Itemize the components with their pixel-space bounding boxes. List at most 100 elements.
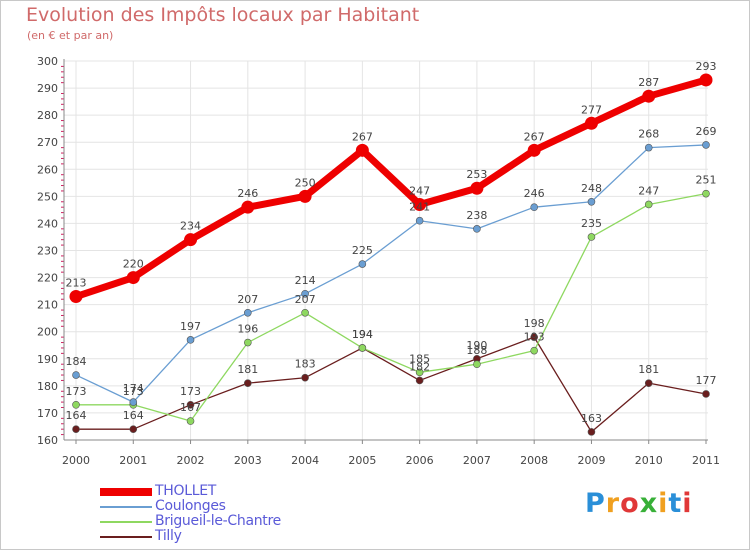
- data-label: 185: [409, 352, 430, 365]
- y-tick-label: 250: [37, 190, 58, 203]
- data-label: 163: [581, 412, 602, 425]
- data-label: 269: [696, 125, 717, 138]
- y-tick-label: 300: [37, 55, 58, 68]
- legend-swatch: [100, 536, 152, 538]
- data-label: 196: [237, 323, 258, 336]
- data-point: [241, 200, 255, 214]
- logo-letter: i: [658, 488, 669, 519]
- data-point: [126, 271, 140, 285]
- data-label: 197: [180, 320, 201, 333]
- data-label: 182: [409, 360, 430, 373]
- legend-label: Tilly: [155, 528, 182, 544]
- x-tick-label: 2009: [577, 454, 605, 467]
- data-point: [355, 143, 369, 157]
- data-label: 247: [638, 184, 659, 197]
- data-point: [301, 290, 309, 298]
- data-point: [642, 89, 656, 103]
- data-label: 238: [466, 209, 487, 222]
- data-label: 225: [352, 244, 373, 257]
- legend-label: Brigueil-le-Chantre: [155, 513, 281, 529]
- y-tick-label: 160: [37, 434, 58, 447]
- data-point: [644, 200, 653, 209]
- data-point: [72, 401, 80, 409]
- y-tick-label: 220: [37, 272, 58, 285]
- data-point: [301, 308, 309, 317]
- series-line-brigueil-le-chantre: [76, 193, 707, 422]
- data-label: 251: [696, 174, 717, 187]
- series-line-tilly: [76, 336, 707, 433]
- data-point: [644, 143, 653, 152]
- data-label: 246: [524, 187, 545, 200]
- x-tick-label: 2007: [463, 454, 491, 467]
- data-point: [413, 197, 427, 211]
- data-point: [244, 338, 252, 347]
- data-point: [244, 308, 252, 317]
- data-point: [301, 373, 309, 382]
- data-point: [244, 379, 252, 387]
- data-label: 164: [123, 409, 144, 422]
- data-point: [184, 233, 198, 247]
- proxiti-logo: Proxiti: [585, 488, 693, 519]
- data-point: [129, 398, 138, 406]
- y-tick-label: 200: [37, 326, 58, 339]
- data-label: 207: [237, 293, 258, 306]
- data-label: 268: [638, 128, 659, 141]
- data-point: [358, 260, 367, 268]
- x-tick-label: 2010: [635, 454, 663, 467]
- data-point: [530, 346, 538, 355]
- data-point: [699, 73, 713, 87]
- legend-swatch: [100, 506, 152, 508]
- data-label: 198: [524, 317, 545, 330]
- x-tick-label: 2004: [291, 454, 319, 467]
- data-label: 235: [581, 217, 602, 230]
- data-point: [530, 333, 538, 341]
- data-label: 248: [581, 182, 602, 195]
- x-tick-label: 2003: [234, 454, 262, 467]
- data-point: [702, 141, 710, 149]
- y-tick-label: 210: [37, 299, 58, 312]
- data-label: 287: [638, 76, 659, 89]
- data-label: 194: [352, 328, 373, 341]
- logo-letter: t: [668, 488, 683, 519]
- x-tick-label: 2011: [692, 454, 720, 467]
- data-point: [702, 390, 710, 398]
- data-label: 207: [295, 293, 316, 306]
- data-label: 164: [66, 409, 87, 422]
- data-point: [69, 290, 83, 304]
- series-line-coulonges: [75, 144, 707, 403]
- data-point: [473, 360, 481, 369]
- data-label: 246: [237, 187, 258, 200]
- data-label: 267: [352, 130, 373, 143]
- y-tick-label: 180: [37, 380, 58, 393]
- y-tick-label: 270: [37, 136, 58, 149]
- y-tick-label: 280: [37, 109, 58, 122]
- data-point: [72, 425, 80, 433]
- data-label: 220: [123, 258, 144, 271]
- data-label: 173: [123, 385, 144, 398]
- y-tick-label: 190: [37, 353, 58, 366]
- data-point: [587, 197, 596, 206]
- data-label: 173: [180, 385, 201, 398]
- data-label: 181: [638, 363, 659, 376]
- logo-letter: r: [605, 488, 621, 519]
- data-label: 214: [295, 274, 316, 287]
- data-label: 174: [123, 382, 144, 395]
- data-label: 183: [295, 358, 316, 371]
- legend-label: Coulonges: [155, 498, 226, 514]
- data-label: 293: [696, 60, 717, 73]
- data-label: 267: [524, 130, 545, 143]
- chart-subtitle: (en € et par an): [27, 29, 114, 42]
- legend-swatch: [100, 521, 152, 523]
- logo-letter: P: [585, 488, 606, 519]
- data-label: 167: [180, 401, 201, 414]
- data-point: [72, 371, 80, 379]
- data-label: 247: [409, 184, 430, 197]
- data-label: 234: [180, 220, 201, 233]
- data-point: [415, 368, 424, 377]
- data-point: [415, 216, 424, 225]
- data-label: 181: [237, 363, 258, 376]
- data-label: 213: [66, 277, 87, 290]
- data-label: 250: [295, 176, 316, 189]
- data-label: 173: [66, 385, 87, 398]
